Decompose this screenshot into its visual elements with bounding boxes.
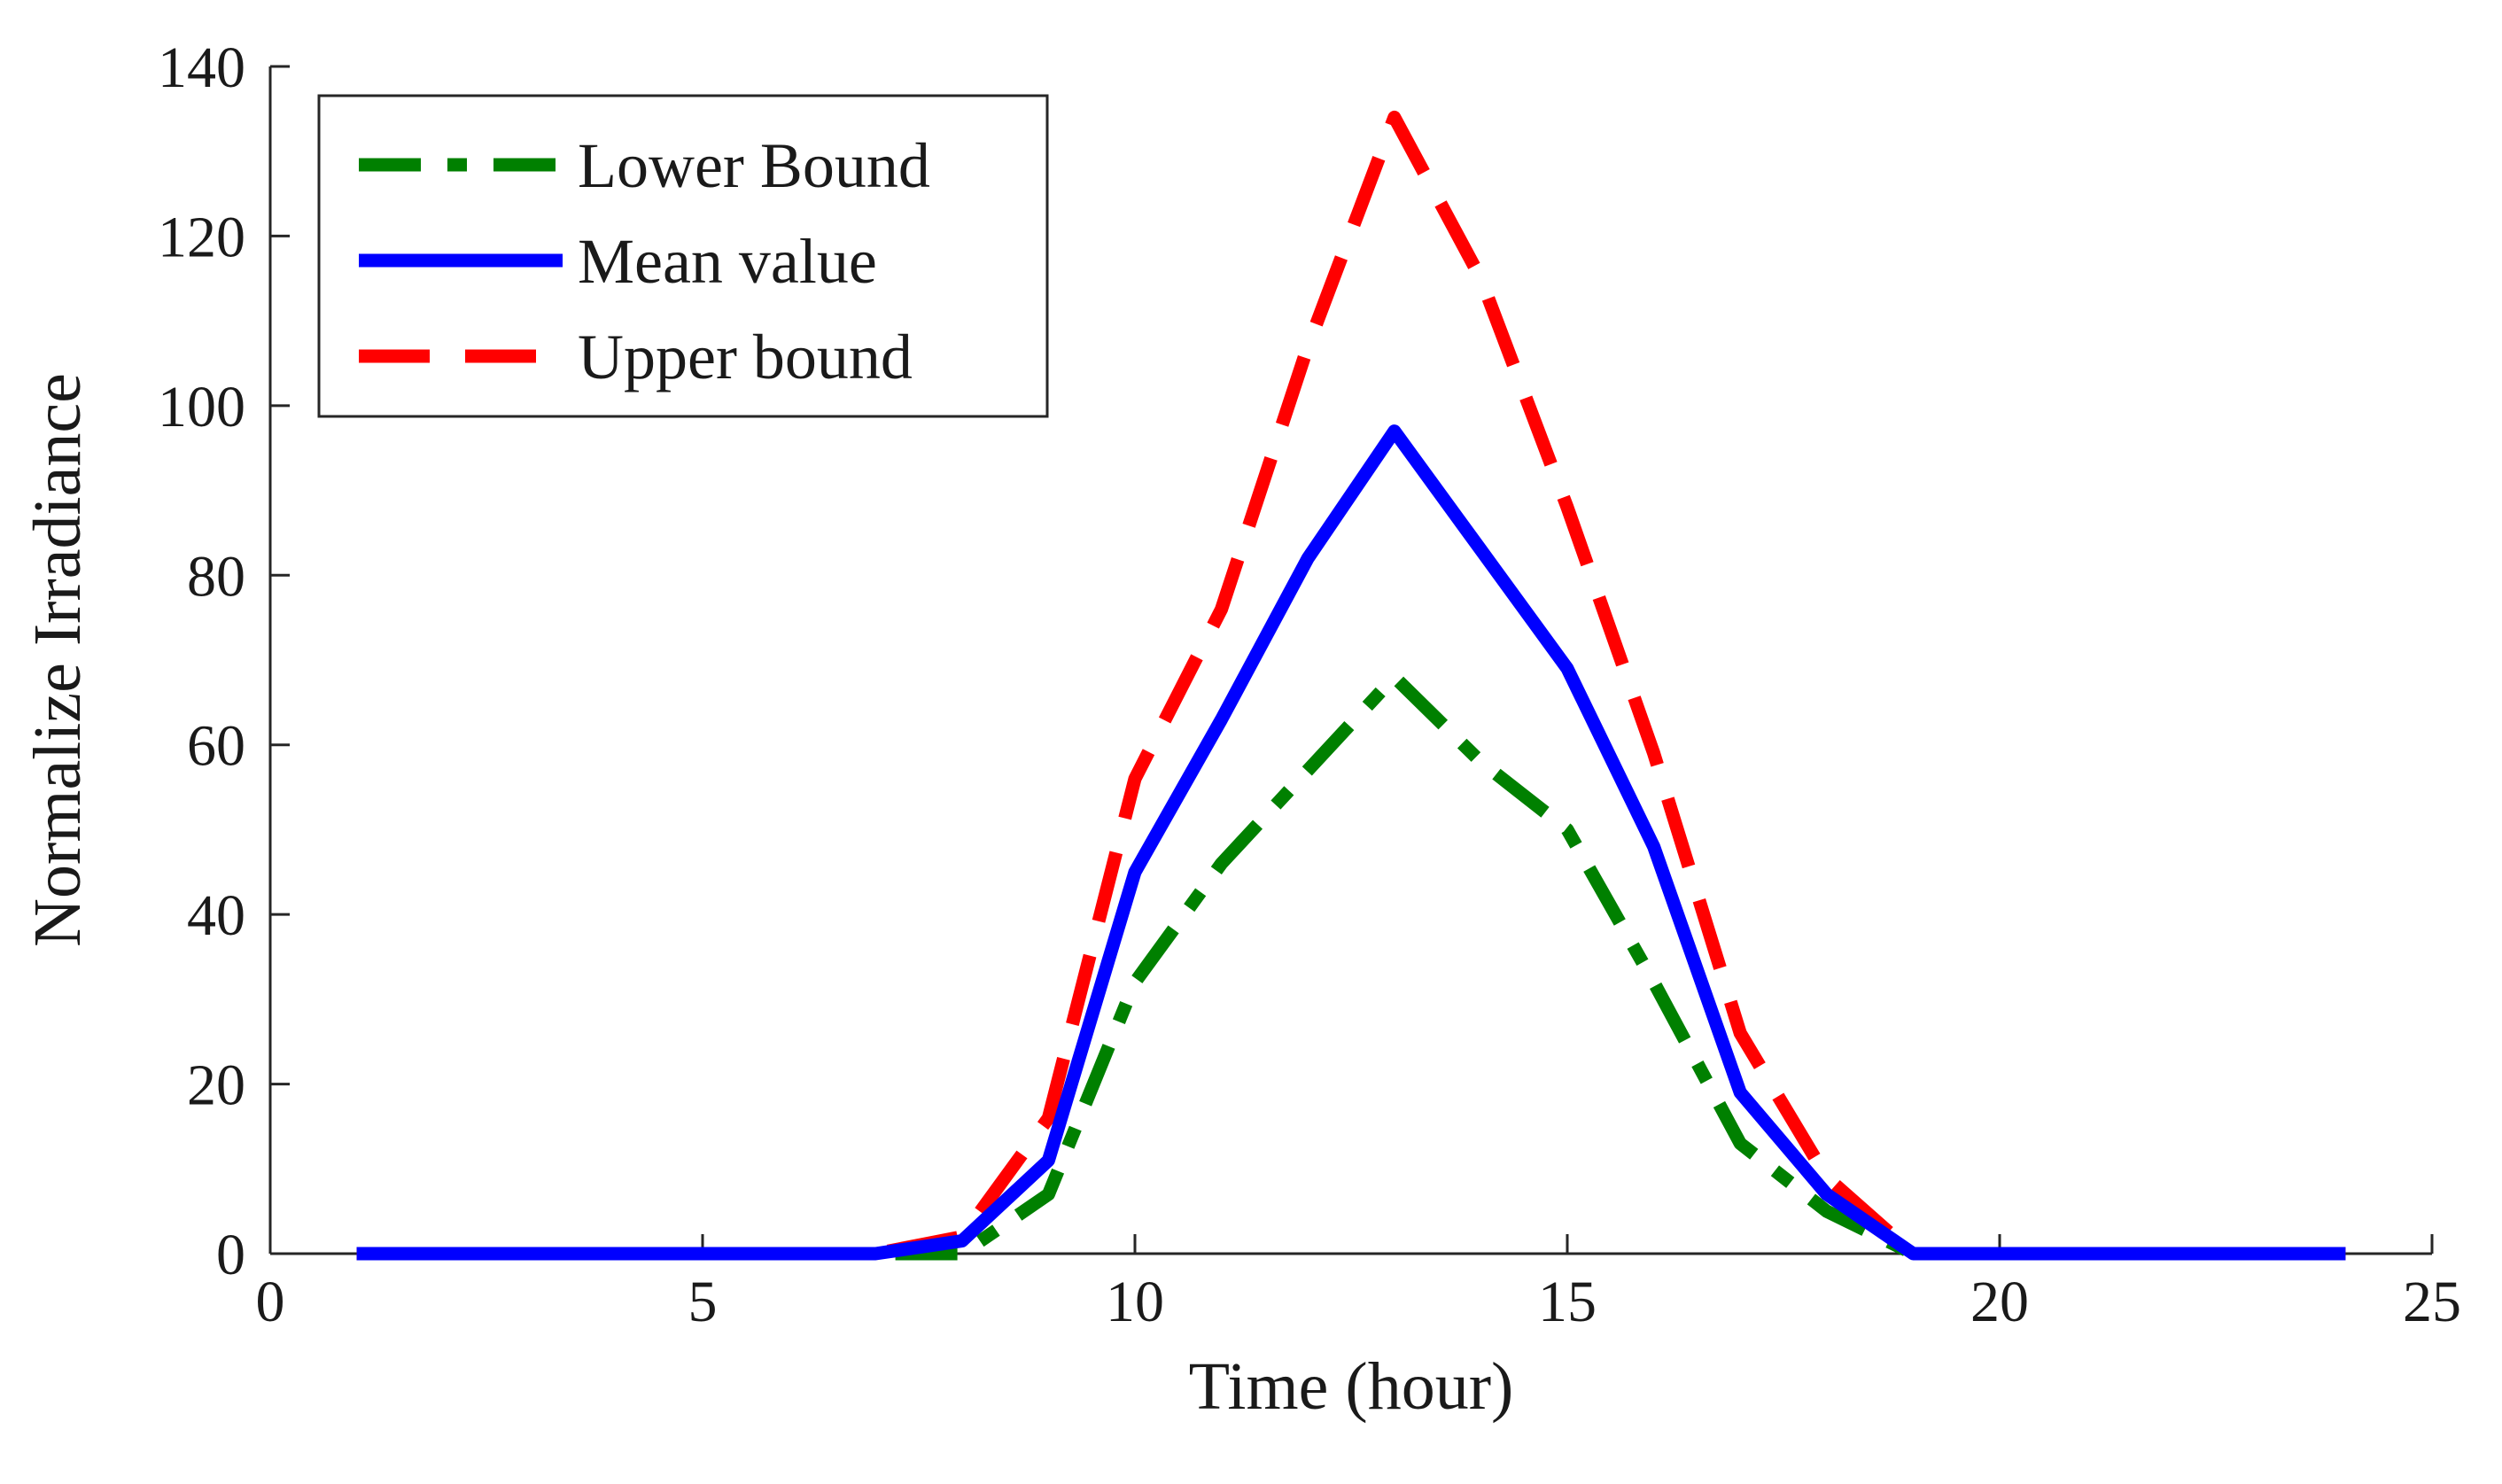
y-tick-label: 100 (158, 375, 245, 439)
x-axis-title: Time (hour) (1189, 1349, 1514, 1424)
legend-label: Lower Bound (578, 130, 930, 201)
y-tick-label: 0 (216, 1223, 245, 1287)
y-tick-label: 80 (187, 544, 245, 609)
x-tick-label: 20 (1970, 1270, 2029, 1334)
x-tick-label: 15 (1538, 1270, 1597, 1334)
y-tick-label: 120 (158, 205, 245, 269)
series-layer (356, 110, 2346, 1261)
y-axis-title: Normalize Irradiance (20, 373, 95, 947)
y-tick-label: 60 (187, 714, 245, 779)
legend: Lower Bound Mean value Upper bound (317, 94, 1049, 418)
legend-label: Mean value (578, 226, 877, 297)
y-tick-label: 20 (187, 1053, 245, 1118)
x-tick-label: 10 (1106, 1270, 1164, 1334)
axes: 0 5 10 15 20 25 0 20 40 60 80 100 120 140 (158, 35, 2461, 1334)
legend-label: Upper bound (578, 322, 913, 392)
series-line-mean-value (356, 424, 2346, 1261)
x-tick-label: 5 (688, 1270, 718, 1334)
x-tick-label: 25 (2403, 1270, 2461, 1334)
y-tick-label: 140 (158, 35, 245, 100)
x-tick-label: 0 (256, 1270, 285, 1334)
y-tick-label: 40 (187, 883, 245, 948)
